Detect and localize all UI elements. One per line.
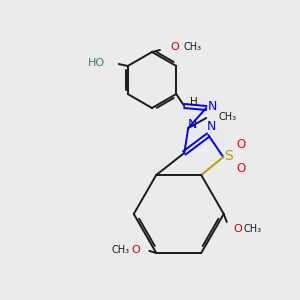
- Text: H: H: [190, 97, 198, 107]
- Text: N: N: [207, 121, 216, 134]
- Text: CH₃: CH₃: [184, 42, 202, 52]
- Text: O: O: [237, 137, 246, 151]
- Text: CH₃: CH₃: [111, 245, 129, 255]
- Text: N: N: [188, 118, 197, 130]
- Text: O: O: [234, 224, 242, 234]
- Text: HO: HO: [88, 58, 105, 68]
- Text: N: N: [208, 100, 217, 113]
- Text: O: O: [131, 245, 140, 255]
- Text: CH₃: CH₃: [244, 224, 262, 234]
- Text: O: O: [237, 163, 246, 176]
- Text: S: S: [224, 149, 233, 163]
- Text: CH₃: CH₃: [218, 112, 236, 122]
- Text: O: O: [171, 42, 179, 52]
